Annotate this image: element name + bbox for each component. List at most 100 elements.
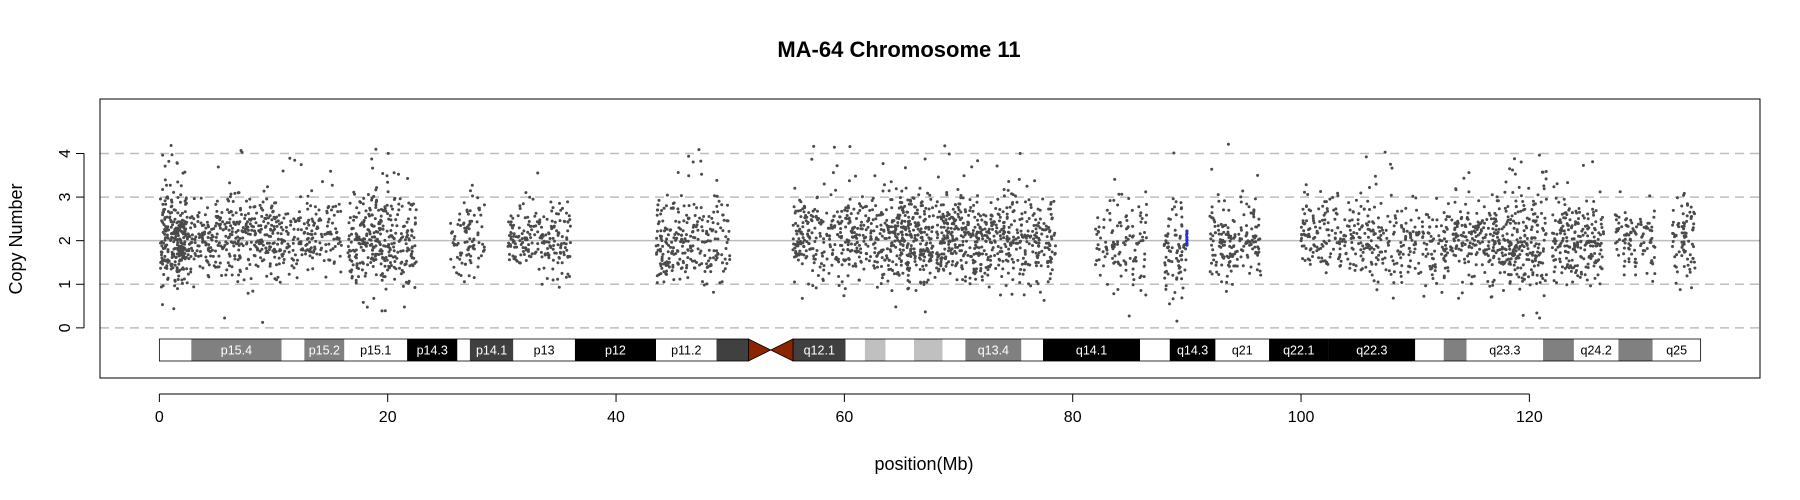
data-point bbox=[1226, 233, 1230, 237]
data-point bbox=[716, 237, 720, 241]
data-point bbox=[1508, 221, 1512, 225]
data-point bbox=[1322, 259, 1326, 263]
data-point bbox=[350, 274, 354, 278]
y-tick-label: 0 bbox=[57, 323, 74, 332]
data-point bbox=[254, 263, 258, 267]
data-point bbox=[1352, 263, 1356, 266]
data-point bbox=[536, 171, 540, 175]
data-point bbox=[1034, 227, 1038, 231]
data-point bbox=[987, 231, 991, 235]
data-point bbox=[681, 241, 685, 244]
data-point bbox=[936, 175, 940, 179]
data-point bbox=[181, 171, 185, 175]
data-point bbox=[980, 275, 984, 279]
data-point bbox=[1176, 249, 1179, 253]
data-point bbox=[1490, 295, 1494, 299]
data-point bbox=[520, 237, 524, 241]
data-point bbox=[1640, 235, 1644, 239]
data-point bbox=[1332, 247, 1335, 251]
data-point bbox=[518, 207, 522, 210]
data-point bbox=[1368, 186, 1371, 189]
data-point bbox=[1483, 235, 1487, 239]
data-point bbox=[1457, 247, 1461, 251]
data-point bbox=[1426, 252, 1430, 256]
data-point bbox=[864, 228, 868, 232]
data-point bbox=[560, 235, 564, 239]
data-point bbox=[831, 171, 835, 175]
data-point bbox=[178, 268, 182, 272]
data-point bbox=[1586, 212, 1590, 216]
data-point bbox=[1339, 264, 1343, 267]
data-point bbox=[367, 212, 371, 216]
data-point bbox=[1217, 199, 1221, 203]
data-point bbox=[379, 219, 383, 223]
data-point bbox=[334, 227, 338, 231]
data-point bbox=[1033, 240, 1037, 244]
data-point bbox=[1227, 264, 1231, 268]
data-point bbox=[680, 266, 684, 270]
data-point bbox=[1633, 265, 1637, 268]
data-point bbox=[981, 252, 984, 256]
data-point bbox=[397, 239, 401, 243]
data-point bbox=[1309, 247, 1313, 251]
data-point bbox=[1518, 253, 1522, 256]
data-point bbox=[1308, 262, 1312, 266]
data-point bbox=[1615, 240, 1619, 244]
data-point bbox=[1515, 272, 1519, 276]
data-point bbox=[906, 279, 910, 282]
data-point bbox=[1540, 273, 1544, 277]
data-point bbox=[1541, 249, 1545, 253]
data-point bbox=[163, 199, 167, 203]
data-point bbox=[1638, 217, 1642, 221]
data-point bbox=[329, 248, 333, 252]
data-point bbox=[223, 222, 227, 226]
data-point bbox=[1036, 253, 1040, 257]
data-point bbox=[387, 244, 390, 248]
data-point bbox=[1131, 272, 1135, 276]
data-point bbox=[173, 217, 177, 221]
data-point bbox=[890, 241, 894, 245]
data-point bbox=[206, 236, 210, 239]
data-point bbox=[969, 235, 973, 239]
data-point bbox=[977, 236, 981, 240]
data-point bbox=[536, 247, 540, 251]
data-point bbox=[182, 222, 186, 226]
data-point bbox=[274, 250, 278, 254]
data-point bbox=[986, 268, 990, 272]
data-point bbox=[1542, 238, 1546, 242]
data-point bbox=[1424, 247, 1428, 251]
data-point bbox=[1409, 259, 1412, 263]
data-point bbox=[964, 261, 968, 265]
data-point bbox=[1050, 268, 1054, 272]
data-point bbox=[1018, 152, 1022, 155]
data-point bbox=[953, 249, 957, 253]
data-point bbox=[1000, 250, 1004, 253]
data-point bbox=[1376, 280, 1380, 284]
data-point bbox=[1234, 250, 1238, 254]
data-point bbox=[859, 204, 863, 208]
data-point bbox=[929, 259, 933, 262]
data-point bbox=[295, 276, 299, 280]
data-point bbox=[1565, 256, 1568, 260]
data-point bbox=[696, 237, 700, 241]
data-point bbox=[559, 208, 563, 212]
data-point bbox=[224, 234, 228, 238]
data-point bbox=[1180, 277, 1184, 281]
data-point bbox=[549, 200, 553, 204]
data-point bbox=[459, 253, 463, 257]
data-point bbox=[1007, 254, 1011, 258]
data-point bbox=[1211, 248, 1215, 252]
data-point bbox=[278, 222, 281, 226]
data-point bbox=[818, 265, 822, 269]
data-point bbox=[1421, 225, 1424, 229]
data-point bbox=[992, 234, 996, 238]
data-point bbox=[664, 262, 668, 266]
data-point bbox=[325, 211, 329, 215]
data-point bbox=[979, 263, 983, 266]
data-point bbox=[1353, 268, 1357, 272]
data-point bbox=[675, 236, 679, 240]
data-point bbox=[1652, 256, 1656, 259]
data-point bbox=[193, 241, 197, 245]
data-point bbox=[1598, 282, 1602, 286]
